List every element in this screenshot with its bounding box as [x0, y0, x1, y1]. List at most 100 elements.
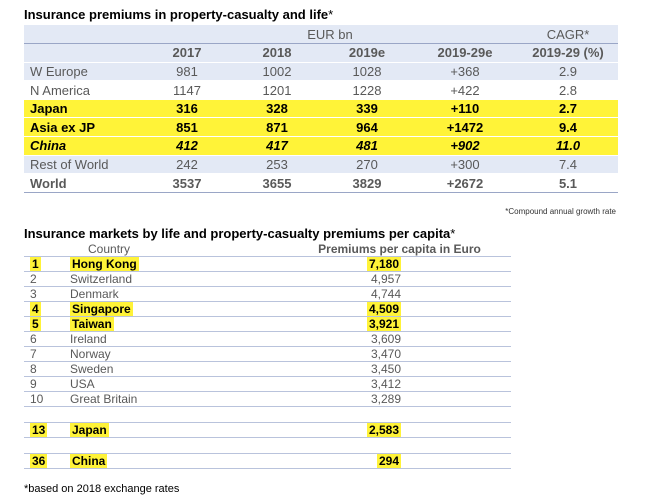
table-row: 5 Taiwan 3,921: [24, 316, 511, 333]
cagr-footnote: *Compound annual growth rate: [505, 207, 616, 216]
cell: 3829: [322, 173, 412, 193]
table1-header-row-2: 2017 2018 2019e 2019-29e 2019-29 (%): [24, 43, 618, 63]
table2-title: Insurance markets by life and property-c…: [24, 226, 456, 241]
col-2019e: 2019e: [322, 43, 412, 63]
table-row: Rest of World 242 253 270 +300 7.4: [24, 155, 618, 175]
cell: +368: [412, 62, 518, 82]
row-label: Rest of World: [24, 155, 142, 175]
country: Sweden: [70, 361, 288, 378]
table1-title-star: *: [328, 7, 334, 22]
col-premiums: Premiums per capita in Euro: [288, 242, 511, 258]
premium: 3,289: [288, 391, 511, 408]
table-row: 2 Switzerland 4,957: [24, 271, 511, 288]
table-row: 36 China 294: [24, 453, 511, 470]
country: USA: [70, 376, 288, 393]
premium: 7,180: [366, 257, 401, 272]
cell: 964: [322, 117, 412, 138]
country: Singapore: [70, 302, 133, 317]
premiums-table: EUR bn CAGR* 2017 2018 2019e 2019-29e 20…: [24, 25, 618, 193]
cell: 270: [322, 155, 412, 175]
table-row: 9 USA 3,412: [24, 376, 511, 393]
table-row: 8 Sweden 3,450: [24, 361, 511, 378]
cell: 417: [232, 136, 322, 156]
cell: 242: [142, 155, 232, 175]
rank: 4: [30, 302, 41, 317]
cell: 5.1: [518, 173, 618, 193]
cell: 316: [142, 99, 232, 119]
row-label: Japan: [24, 99, 142, 119]
cell: 3537: [142, 173, 232, 193]
cell: +300: [412, 155, 518, 175]
col-2019-29e: 2019-29e: [412, 43, 518, 63]
cell: +110: [412, 99, 518, 119]
cell: 2.9: [518, 62, 618, 82]
table-row: 6 Ireland 3,609: [24, 331, 511, 348]
table-row: 4 Singapore 4,509: [24, 301, 511, 318]
cell: 981: [142, 62, 232, 82]
premium: 3,921: [366, 317, 401, 332]
premium: 2,583: [366, 423, 401, 438]
cell: 253: [232, 155, 322, 175]
table-row: 1 Hong Kong 7,180: [24, 256, 511, 273]
country: Great Britain: [70, 391, 288, 408]
table-row: Japan 316 328 339 +110 2.7: [24, 99, 618, 119]
cell: 339: [322, 99, 412, 119]
table1-header-row-1: EUR bn CAGR*: [24, 25, 618, 45]
premium: 3,412: [288, 376, 511, 393]
rank: 9: [24, 376, 70, 393]
cell: 1028: [322, 62, 412, 82]
country: Ireland: [70, 331, 288, 348]
cell: 7.4: [518, 155, 618, 175]
country: China: [70, 454, 108, 469]
rank: 13: [30, 423, 48, 438]
cell: 851: [142, 117, 232, 138]
rank: 10: [24, 391, 70, 408]
rank: 6: [24, 331, 70, 348]
table-row: Asia ex JP 851 871 964 +1472 9.4: [24, 117, 618, 138]
premium: 294: [376, 454, 401, 469]
cell: 3655: [232, 173, 322, 193]
col-2018: 2018: [232, 43, 322, 63]
cell: 328: [232, 99, 322, 119]
table-row: China 412 417 481 +902 11.0: [24, 136, 618, 156]
cell: 9.4: [518, 117, 618, 138]
cell: 1147: [142, 80, 232, 100]
rank: 1: [30, 257, 41, 272]
premium: 3,470: [288, 346, 511, 363]
country: Norway: [70, 346, 288, 363]
rank: 36: [30, 454, 48, 469]
cell: +2672: [412, 173, 518, 193]
rank: 8: [24, 361, 70, 378]
table-row: 7 Norway 3,470: [24, 346, 511, 363]
premium: 3,609: [288, 331, 511, 348]
premium: 4,509: [366, 302, 401, 317]
table-row: N America 1147 1201 1228 +422 2.8: [24, 80, 618, 100]
rank: 3: [24, 286, 70, 303]
row-label: World: [24, 173, 142, 193]
cell: 1228: [322, 80, 412, 100]
table-spacer-row: [24, 406, 511, 424]
table2-title-star: *: [450, 226, 456, 241]
table-row: 13 Japan 2,583: [24, 422, 511, 439]
premium: 4,957: [288, 271, 511, 288]
rank: 2: [24, 271, 70, 288]
cell: 1002: [232, 62, 322, 82]
rank: 7: [24, 346, 70, 363]
header-eur-bn: EUR bn: [142, 25, 518, 45]
row-label: China: [24, 136, 142, 156]
country: Switzerland: [70, 271, 288, 288]
cell: 1201: [232, 80, 322, 100]
col-country: Country: [70, 242, 288, 258]
premiums-per-capita-table: Country Premiums per capita in Euro 1 Ho…: [24, 242, 511, 470]
cell: +902: [412, 136, 518, 156]
rank: 5: [30, 317, 41, 332]
country: Denmark: [70, 286, 288, 303]
table-row: 3 Denmark 4,744: [24, 286, 511, 303]
header-cagr: CAGR*: [518, 25, 618, 45]
cell: 481: [322, 136, 412, 156]
table-row: 10 Great Britain 3,289: [24, 391, 511, 408]
table-spacer-row: [24, 437, 511, 455]
table1-title: Insurance premiums in property-casualty …: [24, 7, 334, 22]
cell: 2.8: [518, 80, 618, 100]
row-label: Asia ex JP: [24, 117, 142, 138]
